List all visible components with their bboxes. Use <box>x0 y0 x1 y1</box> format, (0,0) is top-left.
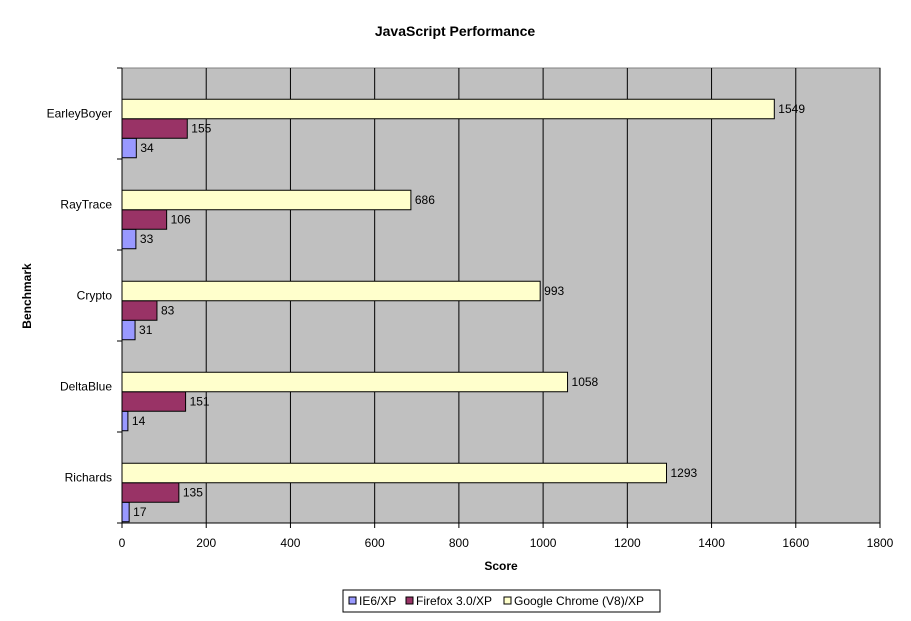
x-tick-label: 800 <box>449 536 469 550</box>
data-label: 14 <box>132 414 146 428</box>
category-label: Richards <box>65 471 112 485</box>
legend-swatch-chrome <box>503 596 512 605</box>
bar <box>121 137 137 159</box>
x-tick-label: 1200 <box>614 536 641 550</box>
bars <box>121 98 775 523</box>
bar <box>121 280 541 302</box>
data-label: 1293 <box>670 466 697 480</box>
data-label: 34 <box>140 141 154 155</box>
data-label: 151 <box>190 395 210 409</box>
data-label: 83 <box>161 304 175 318</box>
category-label: RayTrace <box>60 198 112 212</box>
bar <box>121 319 136 341</box>
category-label: DeltaBlue <box>60 380 112 394</box>
x-axis-ticks <box>121 523 881 528</box>
data-label: 1058 <box>572 375 599 389</box>
bar <box>121 371 569 393</box>
legend-label-ie6: IE6/XP <box>359 594 396 608</box>
x-axis-title: Score <box>484 559 518 573</box>
x-tick-label: 0 <box>119 536 126 550</box>
legend-label-firefox: Firefox 3.0/XP <box>416 594 492 608</box>
category-label: EarleyBoyer <box>47 107 112 121</box>
bar <box>121 501 130 523</box>
bar <box>121 391 187 412</box>
x-tick-label: 1800 <box>867 536 894 550</box>
x-tick-label: 1400 <box>698 536 725 550</box>
data-label: 135 <box>183 486 203 500</box>
legend: IE6/XP Firefox 3.0/XP Google Chrome (V8)… <box>342 589 661 613</box>
y-axis-tick-labels: EarleyBoyer RayTrace Crypto DeltaBlue Richar… <box>47 107 113 485</box>
legend-box <box>342 589 661 613</box>
bar <box>121 228 137 250</box>
chart-title: JavaScript Performance <box>375 23 536 39</box>
x-axis-tick-labels: 0 200 400 600 800 1000 1200 1400 1600 1800 <box>119 536 894 550</box>
legend-label-chrome: Google Chrome (V8)/XP <box>514 594 644 608</box>
data-label: 17 <box>133 505 147 519</box>
bar <box>121 189 412 211</box>
data-labels: 34 155 1549 33 106 686 31 83 993 14 151 1058 17 135 12… <box>132 102 805 519</box>
x-tick-label: 1000 <box>530 536 557 550</box>
gridlines <box>205 68 881 523</box>
bar <box>121 300 158 321</box>
legend-swatch-firefox <box>405 596 414 605</box>
y-axis-title: Benchmark <box>20 263 34 329</box>
data-label: 155 <box>191 122 211 136</box>
category-label: Crypto <box>77 289 113 303</box>
bar <box>121 482 180 503</box>
bar <box>121 462 667 484</box>
data-label: 993 <box>544 284 564 298</box>
data-label: 1549 <box>778 102 805 116</box>
x-tick-label: 600 <box>365 536 385 550</box>
data-label: 31 <box>139 323 153 337</box>
bar <box>121 209 168 230</box>
data-label: 686 <box>415 193 435 207</box>
data-label: 33 <box>140 232 154 246</box>
bar <box>121 98 775 120</box>
x-tick-label: 1600 <box>782 536 809 550</box>
x-tick-label: 200 <box>196 536 216 550</box>
bar <box>121 118 188 139</box>
y-axis-ticks <box>117 67 122 524</box>
x-tick-label: 400 <box>280 536 300 550</box>
bar <box>121 410 129 432</box>
data-label: 106 <box>171 213 191 227</box>
legend-swatch-ie6 <box>348 596 357 605</box>
